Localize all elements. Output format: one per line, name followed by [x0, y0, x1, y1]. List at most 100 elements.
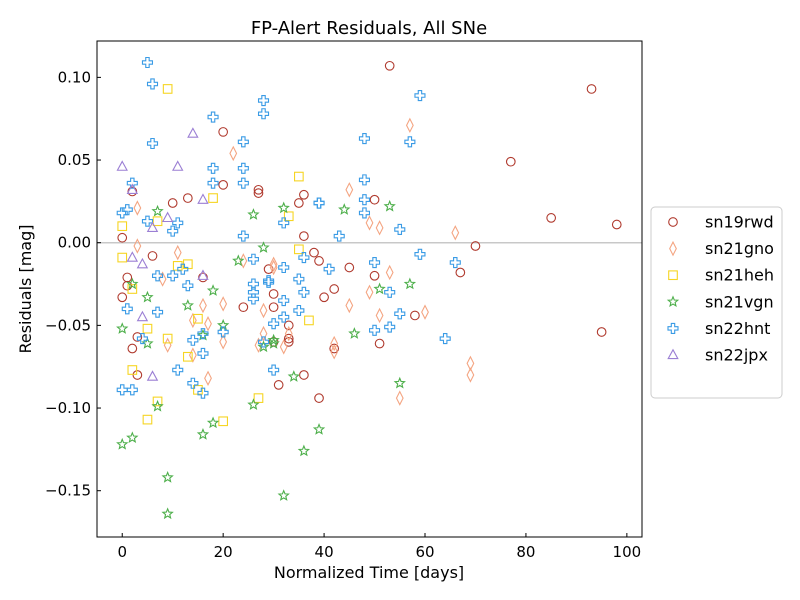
data-point: [297, 444, 311, 457]
y-tick-label: −0.15: [45, 482, 91, 500]
data-point: [374, 338, 385, 349]
data-point: [278, 261, 290, 274]
data-point: [117, 221, 128, 232]
data-point: [187, 127, 199, 138]
data-point: [141, 215, 154, 227]
data-point: [172, 364, 184, 376]
legend-label: sn21heh: [705, 266, 774, 285]
data-point: [146, 78, 159, 90]
data-point: [218, 179, 229, 190]
legend-marker: [668, 270, 678, 281]
data-point: [314, 393, 324, 403]
data-point: [197, 328, 209, 340]
data-point: [365, 284, 374, 301]
data-point: [132, 370, 143, 380]
series-sn21heh: [117, 84, 314, 427]
data-point: [247, 398, 260, 410]
data-point: [187, 334, 199, 346]
data-point: [278, 217, 290, 229]
legend-item-sn19rwd: sn19rwd: [668, 213, 774, 232]
data-point: [348, 327, 361, 339]
data-point: [151, 204, 164, 217]
data-point: [207, 162, 219, 174]
data-point: [237, 230, 249, 242]
data-point: [127, 343, 138, 354]
data-point: [470, 241, 481, 251]
data-point: [204, 370, 212, 386]
data-point: [161, 507, 174, 520]
data-point: [132, 332, 143, 342]
x-tick-label: 0: [117, 543, 127, 561]
data-point: [117, 292, 128, 303]
legend-marker: [667, 322, 679, 334]
data-point: [283, 320, 294, 331]
x-tick-label: 80: [516, 543, 535, 561]
data-point: [206, 284, 220, 296]
series-sn21vgn: [116, 199, 417, 520]
series-sn19rwd: [117, 60, 622, 403]
data-point: [219, 296, 228, 312]
legend-item-sn22jpx: sn22jpx: [667, 346, 768, 365]
data-point: [126, 384, 138, 396]
data-point: [162, 84, 173, 94]
data-point: [384, 286, 396, 298]
series-sn22hnt: [116, 56, 461, 399]
data-point: [187, 377, 199, 389]
data-point: [117, 252, 128, 263]
data-point: [283, 333, 294, 344]
data-point: [383, 199, 396, 212]
data-point: [414, 248, 426, 260]
data-point: [126, 431, 139, 444]
data-point: [294, 198, 304, 208]
data-point: [197, 269, 209, 280]
data-point: [375, 220, 384, 236]
data-point: [365, 215, 374, 231]
plot-frame: [96, 40, 643, 538]
x-tick-label: 60: [415, 543, 434, 561]
legend-marker: [666, 295, 680, 308]
data-point: [375, 307, 384, 324]
data-point: [384, 60, 395, 71]
data-point: [293, 304, 305, 317]
legend-label: sn21vgn: [705, 292, 774, 311]
data-point: [299, 370, 309, 380]
scatter-markers: [116, 56, 622, 520]
data-point: [596, 327, 607, 337]
data-point: [238, 302, 249, 313]
data-point: [358, 194, 371, 206]
data-point: [259, 302, 268, 319]
data-point: [358, 207, 371, 219]
legend-item-sn21heh: sn21heh: [668, 266, 774, 285]
data-point: [247, 293, 259, 305]
data-point: [122, 280, 133, 291]
data-point: [611, 219, 622, 230]
data-point: [177, 263, 189, 275]
data-point: [268, 318, 280, 330]
legend-item-sn21vgn: sn21vgn: [666, 292, 774, 311]
data-point: [279, 339, 288, 355]
data-point: [323, 263, 335, 275]
data-point: [277, 489, 290, 501]
data-point: [116, 437, 129, 450]
data-point: [410, 310, 420, 321]
series-sn22jpx: [116, 127, 209, 381]
legend-item-sn21gno: sn21gno: [669, 239, 774, 258]
data-point: [358, 174, 371, 186]
data-point: [304, 315, 314, 326]
data-point: [161, 211, 174, 223]
y-tick-label: 0.05: [58, 151, 91, 169]
data-point: [330, 344, 339, 360]
data-point: [287, 370, 300, 382]
data-point: [319, 292, 329, 303]
data-point: [152, 306, 164, 318]
data-point: [146, 221, 159, 232]
data-point: [127, 284, 138, 294]
data-point: [197, 347, 209, 360]
data-point: [136, 333, 148, 345]
data-point: [345, 297, 354, 314]
data-point: [278, 311, 290, 323]
data-point: [232, 254, 245, 267]
data-point: [196, 428, 210, 440]
data-point: [173, 244, 182, 261]
data-point: [313, 197, 325, 209]
